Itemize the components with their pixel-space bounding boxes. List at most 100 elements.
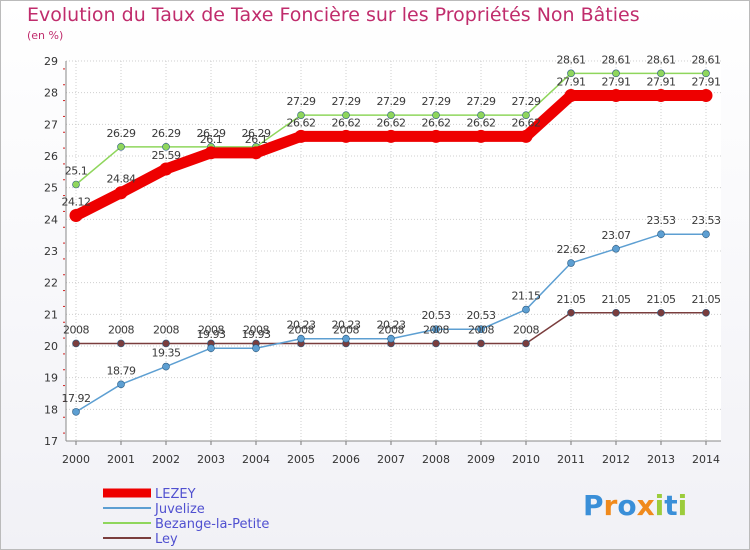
logo-letter: i [654,489,665,522]
y-tick-label: 26 [44,150,58,163]
logo-letter: x [636,489,655,522]
data-label: 27.91 [647,76,676,89]
data-point [342,334,350,343]
data-point [567,69,575,78]
data-label: 23.53 [647,214,676,227]
data-label: 20.23 [287,319,316,332]
y-tick-label: 17 [44,435,58,448]
data-label: 2008 [423,323,449,336]
data-point [477,111,485,119]
data-point [429,129,443,143]
data-label: 21.15 [512,290,541,303]
data-label: 20.53 [422,309,451,322]
data-point [162,362,170,371]
data-label: 2008 [63,323,89,336]
data-point [342,111,350,119]
logo-letter: t [664,489,678,522]
data-label: 2008 [513,323,539,336]
logo-letter: i [677,489,688,522]
data-label: 26.62 [287,116,316,129]
data-label: 24.84 [107,173,136,186]
data-point [72,339,80,348]
data-point [207,344,215,353]
data-point [162,339,170,348]
legend-label: Juvelize [154,502,205,517]
x-tick-label: 2007 [377,453,405,466]
data-label: 24.12 [62,196,91,209]
x-tick-label: 2003 [197,453,225,466]
data-label: 26.29 [197,127,226,140]
data-label: 23.53 [692,214,721,227]
data-point [612,69,620,78]
data-point [69,209,83,223]
data-label: 26.62 [512,116,541,129]
data-point [249,146,263,160]
data-point [339,129,353,143]
data-point [297,111,305,119]
data-label: 26.62 [332,116,361,129]
data-label: 2008 [243,323,269,336]
data-label: 27.91 [692,76,721,89]
data-point [72,180,80,189]
data-point [522,339,530,348]
y-tick-label: 22 [44,277,58,290]
data-point [567,259,575,267]
data-point [612,244,620,253]
x-tick-label: 2001 [107,453,135,466]
data-point [564,89,578,103]
data-label: 19.93 [242,328,271,341]
logo-letter: r [603,489,618,522]
data-point [162,143,170,151]
data-label: 25.59 [152,149,181,162]
x-tick-label: 2006 [332,453,360,466]
data-point [477,339,485,348]
logo-letter: P [583,489,604,522]
y-tick-label: 20 [44,340,58,353]
data-label: 2008 [468,323,494,336]
x-tick-label: 2008 [422,453,450,466]
data-label: 2008 [333,323,359,336]
data-label: 27.29 [467,95,496,108]
data-label: 17.92 [62,392,91,405]
data-label: 26.29 [152,127,181,140]
data-label: 26.1 [200,133,223,146]
data-label: 28.61 [692,53,721,66]
legend-label: Bezange-la-Petite [155,517,269,532]
y-tick-label: 23 [44,245,58,258]
data-point [657,308,665,317]
data-point [432,339,440,348]
data-point [654,89,668,103]
data-label: 26.29 [107,127,136,140]
data-label: 21.05 [557,293,586,306]
data-point [702,308,710,317]
data-label: 25.1 [65,165,88,178]
x-tick-label: 2012 [602,453,630,466]
data-point [114,186,128,200]
x-tick-label: 2000 [62,453,90,466]
data-label: 27.29 [377,95,406,108]
data-point [522,305,530,314]
data-label: 19.35 [152,347,181,360]
data-label: 27.91 [557,76,586,89]
x-tick-label: 2011 [557,453,585,466]
data-point [699,89,713,103]
data-label: 27.29 [422,95,451,108]
data-label: 2008 [378,323,404,336]
data-point [117,143,125,151]
data-label: 26.29 [242,127,271,140]
data-label: 28.61 [647,53,676,66]
data-point [117,380,125,389]
data-label: 26.62 [377,116,406,129]
proxiti-logo: Proxiti [583,489,687,522]
x-tick-label: 2004 [242,453,270,466]
y-tick-label: 21 [44,308,58,321]
data-label: 27.29 [287,95,316,108]
x-tick-label: 2005 [287,453,315,466]
data-point [384,129,398,143]
data-point [387,334,395,343]
logo-letter: o [617,489,637,522]
legend-label: Ley [155,532,178,547]
data-point [432,325,440,334]
